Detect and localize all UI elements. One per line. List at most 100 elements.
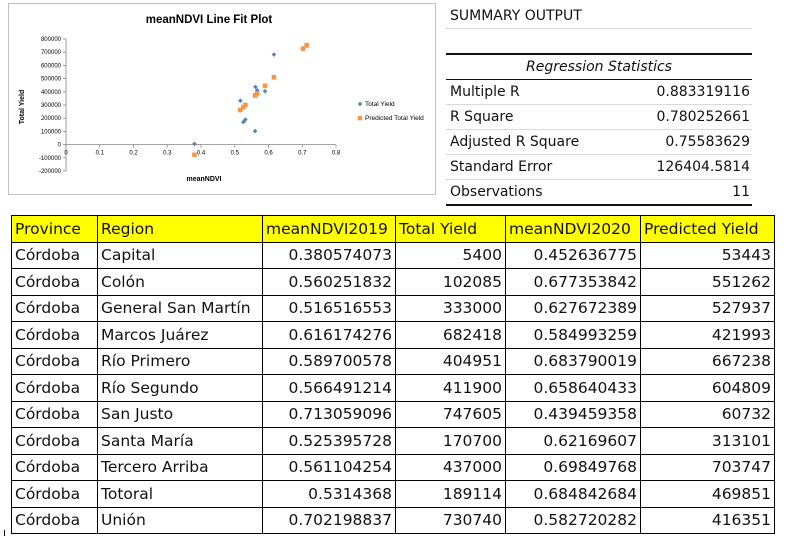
table-cell[interactable]: 333000 (395, 294, 506, 322)
table-cell[interactable]: 411900 (395, 374, 506, 402)
table-cell[interactable]: 5400 (395, 241, 506, 269)
table-cell[interactable]: 0.713059096 (262, 400, 396, 428)
y-tick-label: 500000 (41, 77, 62, 83)
legend-label-predicted-total-yield: Predicted Total Yield (365, 115, 424, 122)
summary-row[interactable]: Observations 11 (446, 180, 752, 206)
chart-canvas: meanNDVI Line Fit Plot Total Yield meanN… (19, 14, 424, 183)
table-cell[interactable]: Córdoba (11, 400, 98, 428)
table-cell[interactable]: 730740 (395, 506, 506, 534)
table-cell[interactable]: Córdoba (11, 480, 98, 508)
table-cell[interactable]: Córdoba (11, 241, 98, 269)
table-row: Córdoba Colón 0.560251832 102085 0.677353842… (11, 268, 775, 296)
summary-row[interactable]: Standard Error 126404.5814 (446, 155, 752, 180)
table-cell[interactable]: 416351 (640, 506, 775, 534)
predicted-yield-point (304, 42, 309, 48)
table-cell[interactable]: 0.684842684 (505, 480, 641, 508)
summary-row[interactable]: Multiple R 0.883319116 (446, 80, 752, 105)
table-cell[interactable]: 0.452636775 (505, 241, 641, 269)
table-cell[interactable]: 527937 (640, 294, 775, 322)
table-cell[interactable]: 0.683790019 (505, 347, 641, 375)
line-fit-chart[interactable]: meanNDVI Line Fit Plot Total Yield meanN… (8, 3, 436, 195)
table-cell[interactable]: 170700 (395, 427, 506, 455)
header-meanndvi2019[interactable]: meanNDVI2019 (262, 215, 396, 243)
table-cell[interactable]: 0.589700578 (262, 347, 396, 375)
table-cell[interactable]: 667238 (640, 347, 775, 375)
table-cell[interactable]: 313101 (640, 427, 775, 455)
table-cell[interactable]: 0.439459358 (505, 400, 641, 428)
x-tick-label: 0.4 (197, 151, 206, 157)
table-cell[interactable]: 747605 (395, 400, 506, 428)
summary-row[interactable]: R Square 0.780252661 (446, 105, 752, 130)
table-cell[interactable]: 682418 (395, 321, 506, 349)
table-cell[interactable]: Río Segundo (97, 374, 263, 402)
x-tick-label: 0.8 (332, 151, 341, 157)
summary-blank-row[interactable] (446, 29, 752, 55)
table-cell[interactable]: 0.5314368 (262, 480, 396, 508)
table-cell[interactable]: Córdoba (11, 506, 98, 534)
header-predicted-yield[interactable]: Predicted Yield (640, 215, 775, 243)
table-cell[interactable]: 551262 (640, 268, 775, 296)
table-cell[interactable]: 60732 (640, 400, 775, 428)
table-cell[interactable]: Córdoba (11, 294, 98, 322)
table-cell[interactable]: 0.525395728 (262, 427, 396, 455)
table-cell[interactable]: 53443 (640, 241, 775, 269)
table-cell[interactable]: Colón (97, 268, 263, 296)
table-cell[interactable]: 0.380574073 (262, 241, 396, 269)
header-total-yield[interactable]: Total Yield (395, 215, 506, 243)
total-yield-point (262, 88, 268, 94)
summary-title-row[interactable]: SUMMARY OUTPUT (446, 4, 752, 29)
table-cell[interactable]: 0.69849768 (505, 453, 641, 481)
predicted-yield-point (262, 83, 268, 89)
header-province[interactable]: Province (11, 215, 98, 243)
predicted-yield-point (271, 74, 277, 80)
table-cell[interactable]: Córdoba (11, 321, 98, 349)
table-cell[interactable]: 437000 (395, 453, 506, 481)
divider (4, 530, 5, 536)
header-region[interactable]: Region (97, 215, 263, 243)
table-cell[interactable]: 703747 (640, 453, 775, 481)
table-cell[interactable]: 0.616174276 (262, 321, 396, 349)
table-cell[interactable]: 469851 (640, 480, 775, 508)
table-cell[interactable]: Córdoba (11, 374, 98, 402)
table-cell[interactable]: General San Martín (97, 294, 263, 322)
table-cell[interactable]: Córdoba (11, 347, 98, 375)
table-cell[interactable]: 189114 (395, 480, 506, 508)
legend-item-predicted-total-yield: Predicted Total Yield (357, 115, 424, 122)
table-cell[interactable]: 0.584993259 (505, 321, 641, 349)
table-cell[interactable]: 0.658640433 (505, 374, 641, 402)
table-cell[interactable]: Marcos Juárez (97, 321, 263, 349)
table-cell[interactable]: 0.561104254 (262, 453, 396, 481)
x-tick-label: 0.1 (96, 151, 105, 157)
table-cell[interactable]: 604809 (640, 374, 775, 402)
total-yield-point (241, 119, 246, 125)
predicted-yield-point (192, 152, 197, 158)
table-cell[interactable]: Córdoba (11, 453, 98, 481)
x-tick-label: 0.3 (163, 151, 172, 157)
stat-label: Standard Error (450, 159, 553, 175)
table-cell[interactable]: Córdoba (11, 268, 98, 296)
table-cell[interactable]: 0.566491214 (262, 374, 396, 402)
table-cell[interactable]: 102085 (395, 268, 506, 296)
table-cell[interactable]: 0.627672389 (505, 294, 641, 322)
table-cell[interactable]: Santa María (97, 427, 263, 455)
table-cell[interactable]: Río Primero (97, 347, 263, 375)
table-cell[interactable]: Unión (97, 506, 263, 534)
table-cell[interactable]: 0.516516553 (262, 294, 396, 322)
table-cell[interactable]: 0.677353842 (505, 268, 641, 296)
table-cell[interactable]: 0.582720282 (505, 506, 641, 534)
table-cell[interactable]: 421993 (640, 321, 775, 349)
regression-stats-header[interactable]: Regression Statistics (446, 55, 752, 80)
predicted-yield-point (253, 92, 258, 98)
table-cell[interactable]: 0.702198837 (262, 506, 396, 534)
table-cell[interactable]: 0.62169607 (505, 427, 641, 455)
header-meanndvi2020[interactable]: meanNDVI2020 (505, 215, 641, 243)
legend-marker-predicted-total-yield (357, 115, 363, 121)
table-cell[interactable]: Córdoba (11, 427, 98, 455)
table-cell[interactable]: San Justo (97, 400, 263, 428)
table-cell[interactable]: 0.560251832 (262, 268, 396, 296)
table-cell[interactable]: Totoral (97, 480, 263, 508)
table-cell[interactable]: Tercero Arriba (97, 453, 263, 481)
table-cell[interactable]: 404951 (395, 347, 506, 375)
summary-row[interactable]: Adjusted R Square 0.75583629 (446, 130, 752, 155)
table-cell[interactable]: Capital (97, 241, 263, 269)
